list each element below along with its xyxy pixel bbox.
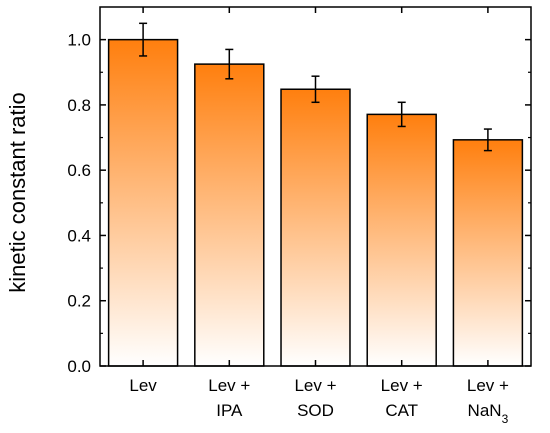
error-bars (139, 22, 492, 152)
x-tick-label: Lev + CAT (381, 376, 423, 420)
y-tick-label: 0.2 (67, 292, 91, 311)
bar (194, 63, 265, 367)
y-tick-label: 0.4 (67, 226, 91, 245)
y-tick-label: 0.6 (67, 161, 91, 180)
bar (280, 88, 351, 367)
bar (107, 38, 179, 367)
y-axis-ticks: 0.0 0.2 0.4 0.6 0.8 1.0 (67, 31, 531, 376)
x-tick-label: Lev (129, 376, 157, 395)
x-tick-label: Lev + IPA (208, 376, 250, 420)
y-tick-label: 0.8 (67, 96, 91, 115)
y-tick-label: 1.0 (67, 31, 91, 50)
y-axis-title: kinetic constant ratio (5, 92, 30, 293)
x-axis-ticks: Lev Lev + IPA Lev + SOD Lev + CAT Lev + NaN3 (129, 7, 509, 426)
y-tick-label: 0.0 (67, 357, 91, 376)
x-tick-label: Lev + NaN3 (467, 376, 509, 426)
bar (366, 113, 437, 367)
x-tick-label: Lev + SOD (294, 376, 336, 420)
bar (452, 139, 524, 367)
